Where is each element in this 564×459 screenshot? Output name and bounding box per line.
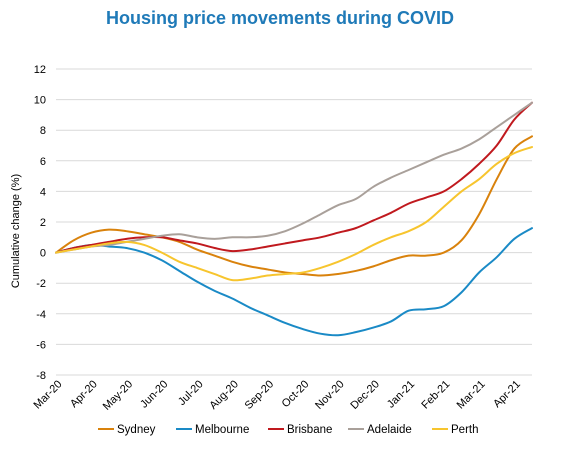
series-lines — [55, 101, 533, 337]
chart-title: Housing price movements during COVID — [106, 8, 454, 28]
series-line-sydney — [55, 135, 533, 277]
x-tick-label: May-20 — [101, 378, 135, 412]
legend-label-melbourne: Melbourne — [195, 424, 249, 436]
series-line-perth — [55, 146, 533, 282]
x-tick-label: Mar-20 — [32, 378, 65, 411]
y-tick-label: 2 — [40, 217, 46, 229]
x-tick-label: Apr-21 — [491, 378, 523, 410]
y-tick-label: 10 — [34, 95, 46, 107]
x-tick-label: Nov-20 — [313, 378, 347, 412]
y-tick-label: 0 — [40, 248, 46, 260]
y-tick-label: 4 — [40, 186, 46, 198]
x-tick-label: Jun-20 — [138, 378, 170, 410]
series-line-adelaide — [55, 101, 533, 254]
legend-label-adelaide: Adelaide — [367, 424, 412, 436]
y-tick-label: -8 — [36, 370, 46, 382]
legend-label-brisbane: Brisbane — [287, 424, 332, 436]
y-tick-label: -4 — [36, 309, 46, 321]
y-tick-label: -2 — [36, 278, 46, 290]
grid-lines — [56, 68, 532, 376]
y-tick-labels: -8 -6 -4 -2 0 2 4 6 8 10 12 — [34, 64, 46, 382]
x-tick-label: Aug-20 — [207, 378, 241, 412]
x-tick-label: Oct-20 — [280, 378, 312, 410]
x-tick-labels: Mar-20 Apr-20 May-20 Jun-20 Jul-20 Aug-20 Sep-… — [32, 378, 523, 412]
y-tick-label: 12 — [34, 64, 46, 76]
x-tick-label: Jan-21 — [385, 378, 417, 410]
x-tick-label: Dec-20 — [348, 378, 382, 412]
x-tick-label: Mar-21 — [455, 378, 488, 411]
legend-label-sydney: Sydney — [117, 424, 156, 436]
y-tick-label: -6 — [36, 339, 46, 351]
x-tick-label: Jul-20 — [176, 378, 206, 408]
y-tick-label: 6 — [40, 156, 46, 168]
x-tick-label: Feb-21 — [419, 378, 452, 411]
x-tick-label: Sep-20 — [243, 378, 277, 412]
x-tick-label: Apr-20 — [68, 378, 100, 410]
y-tick-label: 8 — [40, 125, 46, 137]
legend-label-perth: Perth — [451, 424, 479, 436]
series-line-melbourne — [55, 227, 533, 337]
legend: Sydney Melbourne Brisbane Adelaide Perth — [98, 424, 479, 436]
series-line-brisbane — [55, 101, 533, 254]
y-axis-label: Cumulative change (%) — [10, 174, 22, 288]
